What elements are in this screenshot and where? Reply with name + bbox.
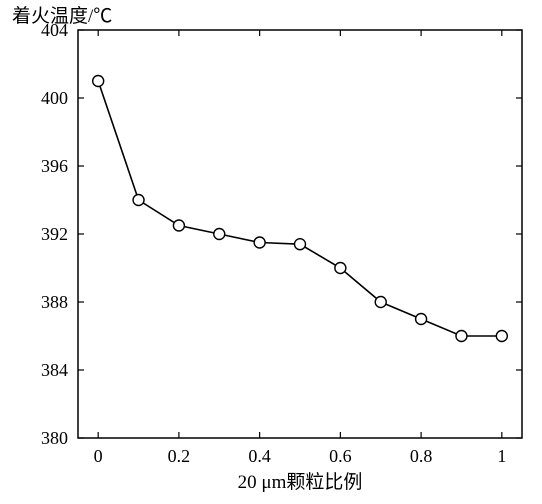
data-marker xyxy=(295,239,306,250)
y-tick-label: 380 xyxy=(41,428,68,448)
x-tick-label: 1 xyxy=(497,446,506,466)
data-marker xyxy=(214,229,225,240)
y-tick-label: 392 xyxy=(41,224,68,244)
chart-container: 00.20.40.60.8138038438839239640040420 μm… xyxy=(0,0,542,504)
x-tick-label: 0.6 xyxy=(329,446,352,466)
data-marker xyxy=(375,297,386,308)
data-marker xyxy=(254,237,265,248)
x-tick-label: 0.4 xyxy=(248,446,271,466)
data-marker xyxy=(416,314,427,325)
data-marker xyxy=(93,76,104,87)
y-tick-label: 388 xyxy=(41,292,68,312)
data-marker xyxy=(456,331,467,342)
line-chart: 00.20.40.60.8138038438839239640040420 μm… xyxy=(0,0,542,504)
data-marker xyxy=(496,331,507,342)
x-tick-label: 0.8 xyxy=(410,446,433,466)
x-tick-label: 0.2 xyxy=(168,446,191,466)
y-tick-label: 384 xyxy=(41,360,68,380)
data-marker xyxy=(335,263,346,274)
x-tick-label: 0 xyxy=(94,446,103,466)
y-tick-label: 400 xyxy=(41,88,68,108)
data-marker xyxy=(133,195,144,206)
data-marker xyxy=(173,220,184,231)
x-axis-label: 20 μm颗粒比例 xyxy=(238,471,363,493)
y-tick-label: 396 xyxy=(41,156,68,176)
y-axis-label: 着火温度/℃ xyxy=(12,5,112,27)
